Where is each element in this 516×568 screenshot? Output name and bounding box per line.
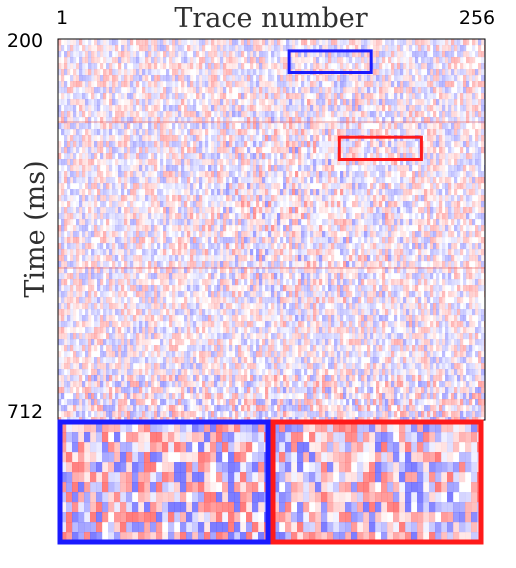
red-zoom-panel: [273, 422, 483, 542]
y-tick-label-end: 712: [7, 401, 43, 423]
x-tick-label-end: 256: [459, 7, 495, 29]
blue-zoom-panel: [60, 422, 270, 542]
x-tick-label-start: 1: [56, 7, 68, 29]
chart-title: Trace number: [174, 3, 367, 34]
y-axis-label: Time (ms): [20, 160, 51, 297]
y-tick-label-start: 200: [7, 30, 43, 52]
seismic-main-panel: [58, 39, 487, 423]
